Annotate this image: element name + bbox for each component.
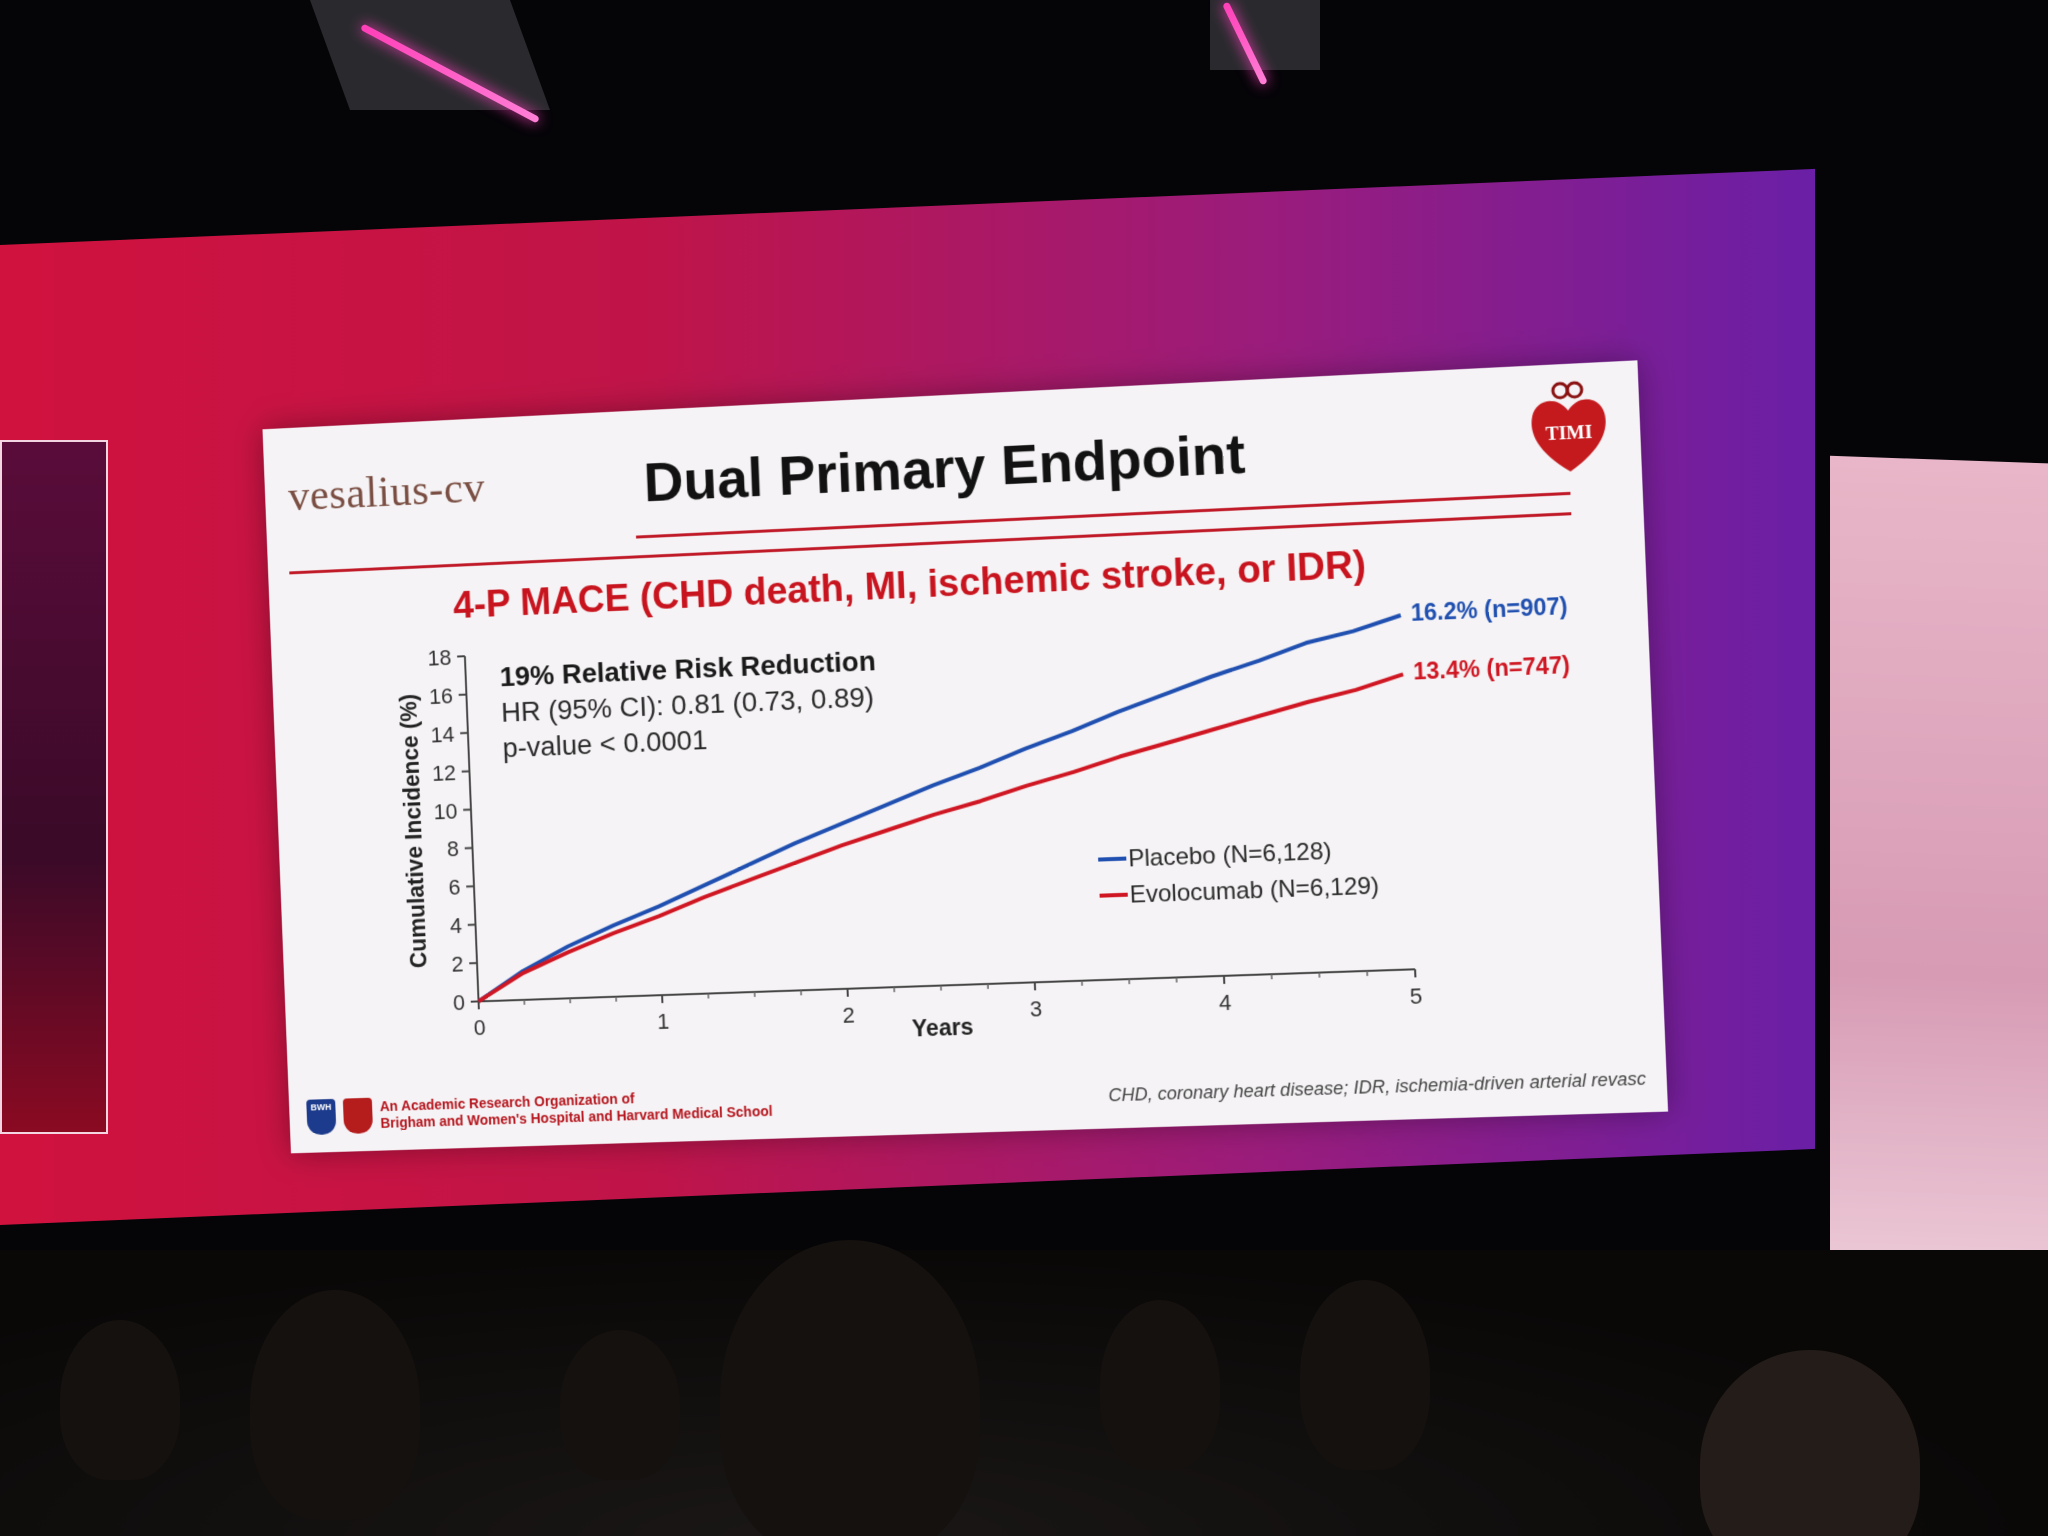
abbreviation-footnote: CHD, coronary heart disease; IDR, ischem… [1108,1068,1647,1106]
placebo-end-label: 16.2% (n=907) [1410,593,1568,626]
side-screen-left [0,440,108,1134]
chart-legend: Placebo (N=6,128) Evolocumab (N=6,129) [1098,837,1380,909]
y-tick-label: 16 [429,683,454,709]
y-axis-line [465,656,479,1001]
legend-label-evolocumab: Evolocumab (N=6,129) [1129,872,1379,909]
y-tick-label: 6 [448,875,461,900]
x-axis-line [479,969,1416,1001]
x-tick-label: 4 [1218,990,1231,1016]
y-tick-label: 0 [453,990,466,1015]
hms-crest-icon [342,1097,374,1135]
audience-head [60,1320,180,1480]
vesalius-brand: vesalius-cv [287,462,486,521]
timi-logo: TIMI [1530,378,1608,474]
y-tick-label: 18 [427,645,452,671]
side-screen-right [1830,455,2048,1325]
y-tick-label: 10 [433,798,458,824]
y-tick-label: 8 [447,836,460,861]
y-tick-label: 12 [432,760,457,786]
audience-head [560,1330,680,1480]
timi-logo-text: TIMI [1545,421,1593,445]
y-axis-title: Cumulative Incidence (%) [395,693,431,968]
presentation-slide: vesalius-cv Dual Primary Endpoint TIMI 4… [262,360,1669,1154]
org-text: An Academic Research Organization of Bri… [380,1086,773,1132]
audience-head [720,1240,980,1536]
audience-head [1300,1280,1430,1470]
y-tick-label: 14 [430,721,455,747]
legend-swatch-evolocumab [1100,895,1128,896]
org-footer: BWH An Academic Research Organization of… [306,1085,773,1136]
audience-head [250,1290,420,1520]
p-value-text: p-value < 0.0001 [502,724,708,763]
chart-series: 16.2% (n=907) 13.4% (n=747) [464,593,1571,1002]
audience-head [1700,1350,1920,1536]
x-tick-label: 5 [1409,983,1423,1009]
evolocumab-end-label: 13.4% (n=747) [1413,652,1571,685]
slide-title: Dual Primary Endpoint [642,421,1247,514]
y-tick-label: 4 [450,913,463,938]
legend-label-placebo: Placebo (N=6,128) [1128,837,1332,872]
audience-area [0,1240,2048,1536]
x-tick-label: 3 [1029,996,1042,1022]
x-axis-title: Years [912,1013,974,1041]
legend-swatch-placebo [1098,859,1126,860]
audience-head [1100,1300,1220,1470]
ceiling-truss-left [309,0,551,110]
bwh-crest-icon: BWH [306,1098,337,1136]
y-tick-label: 2 [451,951,464,976]
km-chart: 0 2 4 6 8 10 12 14 16 18 0 1 2 3 4 5 Years Cumulative Inc… [387,593,1570,1063]
x-tick-label: 0 [473,1015,486,1040]
x-tick-label: 1 [657,1009,670,1034]
x-tick-label: 2 [842,1002,855,1028]
